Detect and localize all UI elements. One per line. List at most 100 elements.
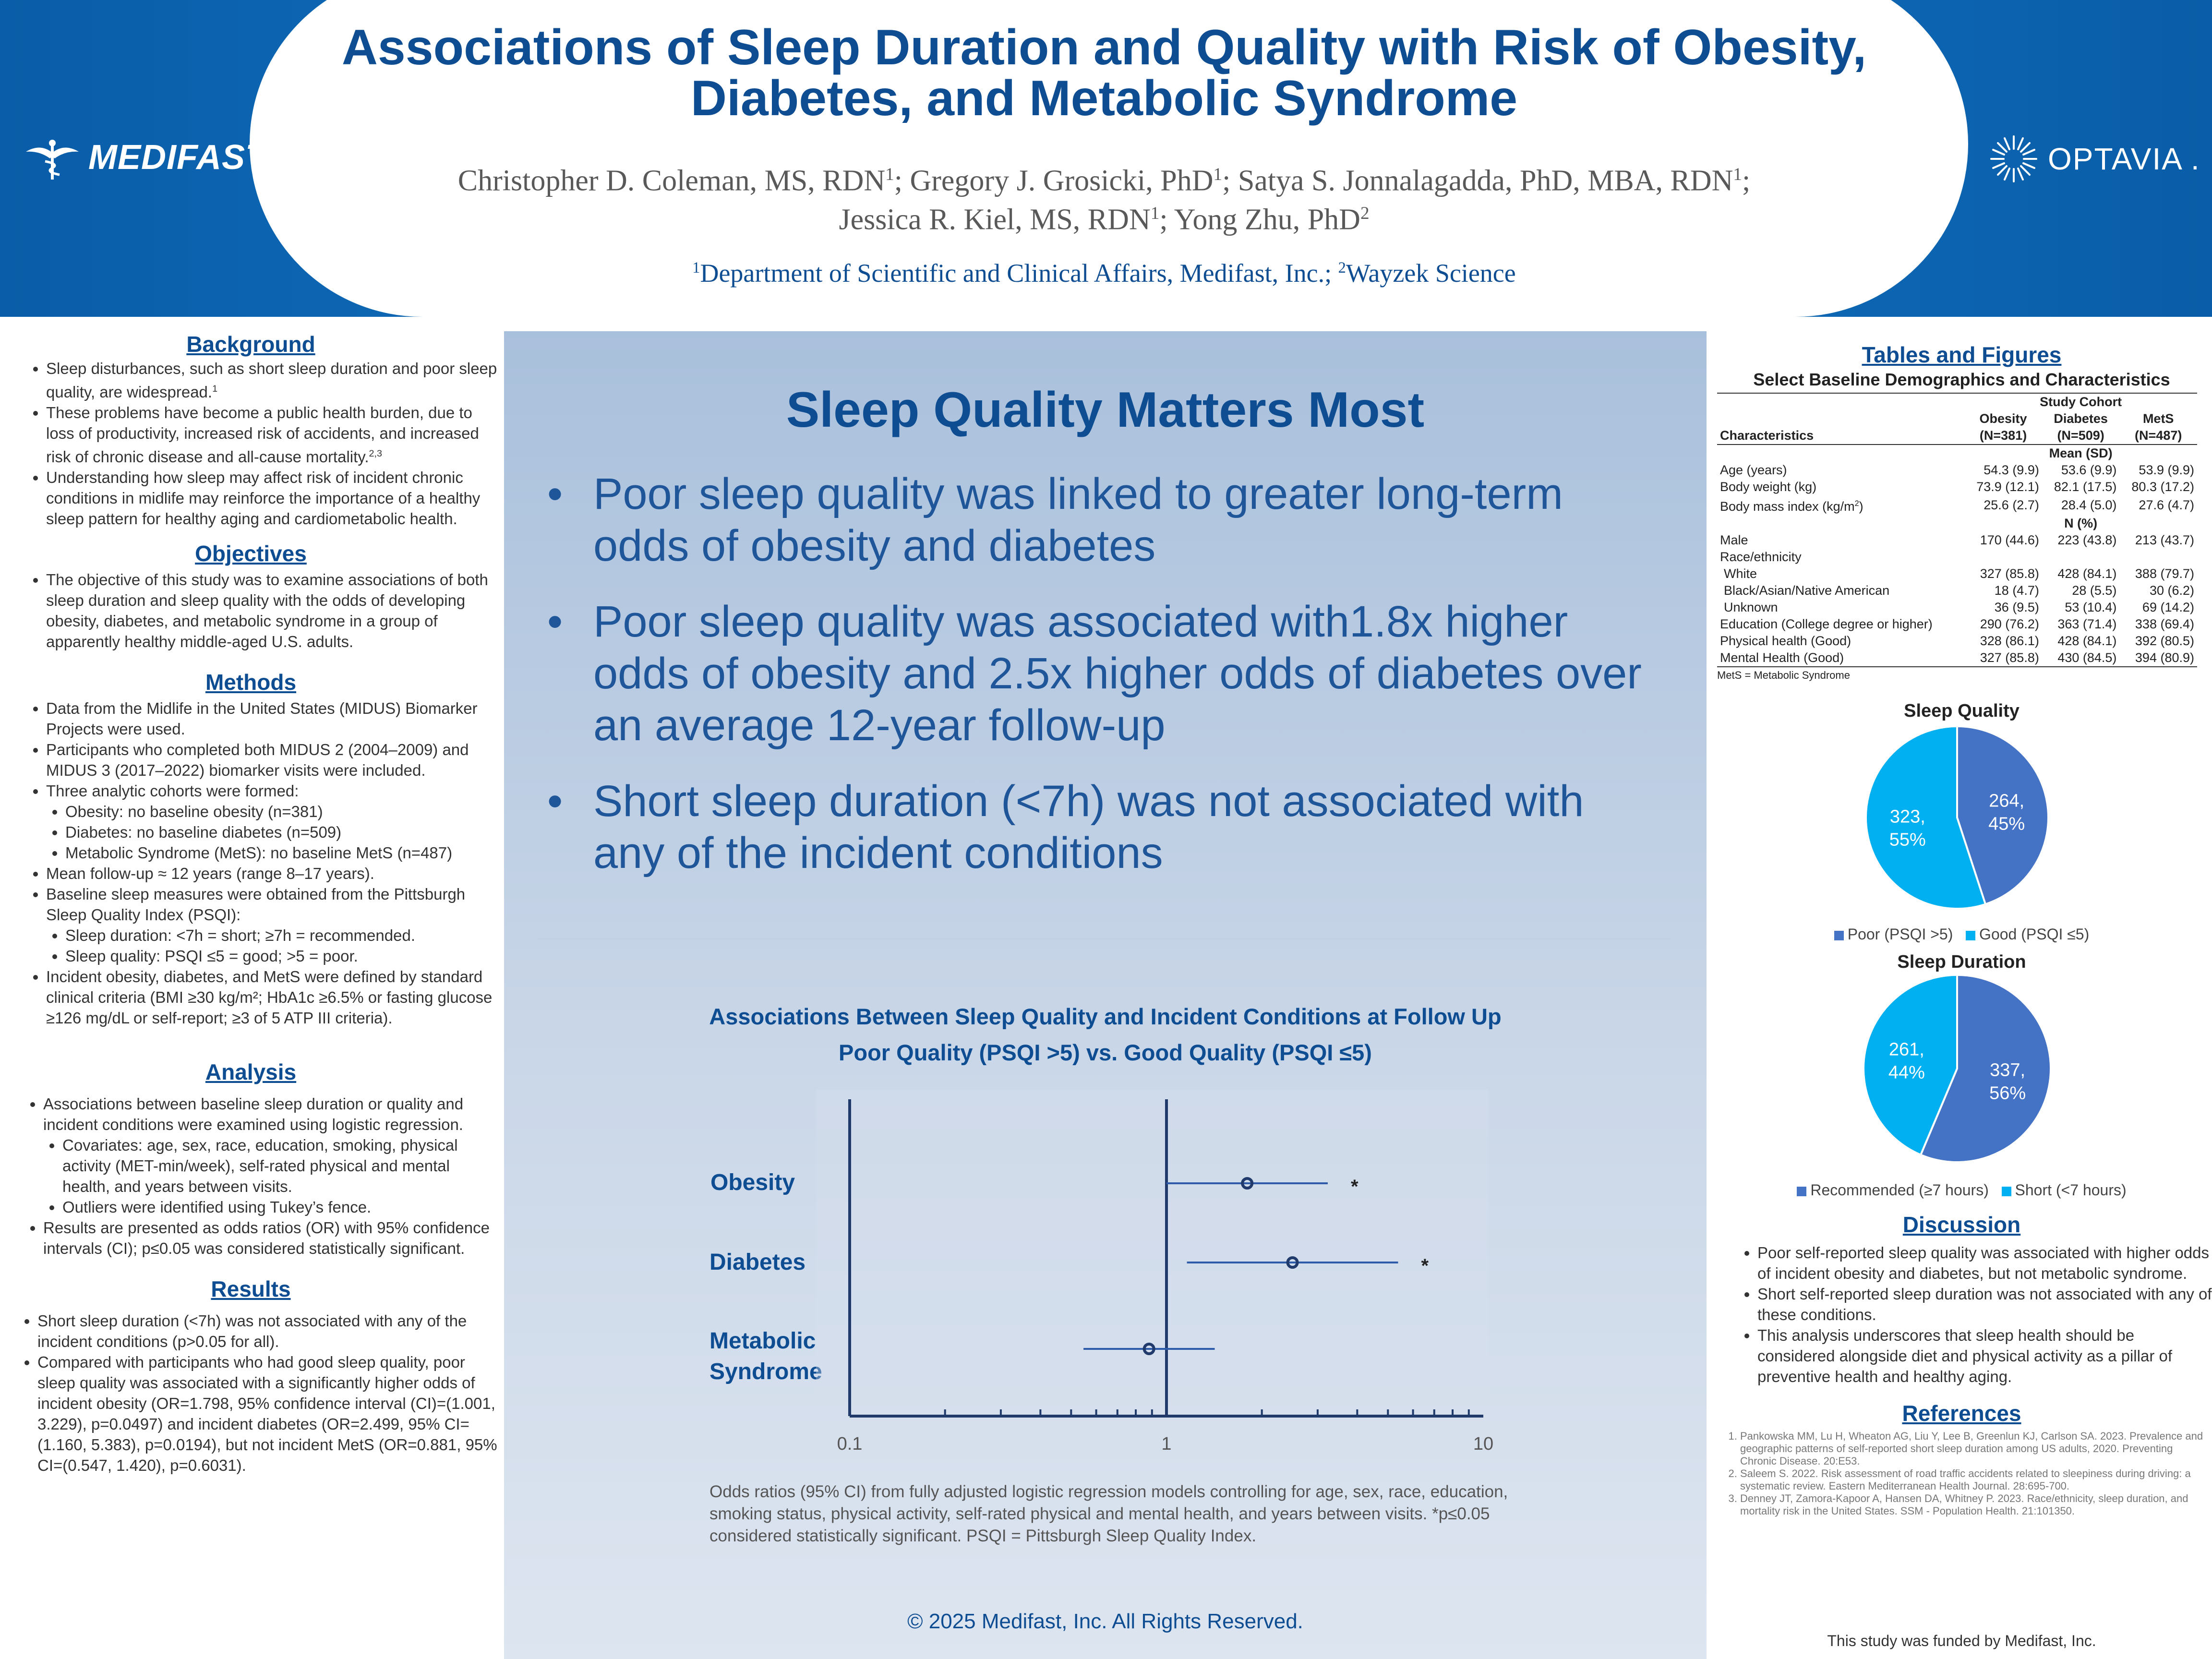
results-list: Short sleep duration (<7h) was not assoc…: [0, 1310, 502, 1476]
table-cell: 388 (79.7): [2119, 565, 2197, 582]
forest-plot: 0.1 1 10 **: [816, 1090, 1517, 1474]
author-sep: ;: [894, 165, 910, 197]
objectives-heading: Objectives: [0, 541, 502, 566]
table-row: N (%): [1717, 515, 2197, 532]
table-header: (N=381): [1964, 427, 2042, 445]
affil-sup: 1: [692, 259, 700, 276]
table-cell: 338 (69.4): [2119, 616, 2197, 633]
table-cell: 363 (71.4): [2042, 616, 2120, 633]
key-findings-list: Poor sleep quality was linked to greater…: [547, 468, 1651, 903]
table-row: White 327 (85.8) 428 (84.1) 388 (79.7): [1717, 565, 2197, 582]
table-header: MetS: [2119, 410, 2197, 427]
significance-marker: *: [1351, 1176, 1358, 1197]
demographics-table: Study Cohort Obesity Diabetes MetS Chara…: [1717, 393, 2197, 666]
objectives-list: The objective of this study was to exami…: [0, 569, 502, 652]
bmi-label-end: ): [1859, 499, 1863, 514]
pie-value-label: 264,: [1989, 791, 2024, 811]
methods-heading: Methods: [0, 669, 502, 695]
optavia-logo-mark: .: [2191, 141, 2200, 177]
x-tick-label: 10: [1473, 1434, 1493, 1454]
table-cell: 53.6 (9.9): [2042, 462, 2120, 479]
table-row: Obesity Diabetes MetS: [1717, 410, 2197, 427]
x-tick-label: 0.1: [837, 1434, 863, 1454]
forest-label-diabetes: Diabetes: [709, 1247, 805, 1278]
right-column: Tables and Figures Select Baseline Demog…: [1711, 331, 2212, 1517]
table-cell: 36 (9.5): [1964, 599, 2042, 616]
left-column: Background Sleep disturbances, such as s…: [0, 331, 502, 1476]
reference-item: Pankowska MM, Lu H, Wheaton AG, Liu Y, L…: [1740, 1430, 2212, 1467]
table-cell: [1964, 549, 2042, 565]
copyright: © 2025 Medifast, Inc. All Rights Reserve…: [504, 1610, 1707, 1634]
table-cell: 223 (43.8): [2042, 532, 2120, 549]
author-list: Christopher D. Coleman, MS, RDN1; Gregor…: [336, 158, 1872, 236]
pie-title-duration: Sleep Duration: [1711, 952, 2212, 973]
table-cell: 28.4 (5.0): [2042, 495, 2120, 515]
affil-text: Department of Scientific and Clinical Af…: [700, 259, 1338, 288]
table-cell: [1717, 515, 1964, 532]
list-item: Results are presented as odds ratios (OR…: [43, 1217, 502, 1259]
forest-label-mets: Metabolic Syndrome: [709, 1326, 822, 1387]
reference-item: Denney JT, Zamora-Kapoor A, Hansen DA, W…: [1740, 1492, 2212, 1517]
table-cell: Education (College degree or higher): [1717, 616, 1964, 633]
table-cell: 53.9 (9.9): [2119, 462, 2197, 479]
table-header: [1717, 410, 1964, 427]
funding-note: This study was funded by Medifast, Inc.: [1711, 1632, 2212, 1650]
methods-section: Methods Data from the Midlife in the Uni…: [0, 669, 502, 1028]
methods-list: Data from the Midlife in the United Stat…: [0, 698, 502, 1028]
list-item: Participants who completed both MIDUS 2 …: [46, 739, 502, 781]
list-item: Baseline sleep measures were obtained fr…: [46, 884, 502, 966]
forest-plot-subtitle: Poor Quality (PSQI >5) vs. Good Quality …: [504, 1039, 1707, 1066]
sleep-duration-pie: 337, 56% 261, 44%: [1711, 973, 2212, 1179]
table-cell: [2042, 549, 2120, 565]
reference-item: Saleem S. 2022. Risk assessment of road …: [1740, 1467, 2212, 1492]
optavia-logo: OPTAVIA.: [1987, 132, 2200, 185]
author-name: Gregory J. Grosicki, PhD: [910, 165, 1213, 197]
center-headline: Sleep Quality Matters Most: [504, 382, 1707, 439]
table-header: Obesity: [1964, 410, 2042, 427]
analysis-list: Associations between baseline sleep dura…: [0, 1094, 502, 1259]
table-cell: Male: [1717, 532, 1964, 549]
table-cell: 69 (14.2): [2119, 599, 2197, 616]
table-cell: 27.6 (4.7): [2119, 495, 2197, 515]
table-cell: White: [1717, 565, 1964, 582]
table-cell: Age (years): [1717, 462, 1964, 479]
legend-label: Good (PSQI ≤5): [1979, 926, 2089, 943]
legend-swatch: [1797, 1187, 1806, 1196]
x-tick-label: 1: [1161, 1434, 1171, 1454]
references-list: Pankowska MM, Lu H, Wheaton AG, Liu Y, L…: [1711, 1430, 2212, 1517]
table-cell: [1717, 445, 1964, 462]
table-row: Mental Health (Good) 327 (85.8) 430 (84.5)…: [1717, 649, 2197, 666]
sublist: Sleep duration: <7h = short; ≥7h = recom…: [46, 925, 502, 966]
forest-label-obesity: Obesity: [710, 1167, 795, 1198]
list-item: Incident obesity, diabetes, and MetS wer…: [46, 966, 502, 1028]
sublist-item: Diabetes: no baseline diabetes (n=509): [65, 822, 502, 842]
sublist-item: Sleep duration: <7h = short; ≥7h = recom…: [65, 925, 502, 946]
sublist-item: Covariates: age, sex, race, education, s…: [62, 1135, 502, 1197]
author-name: Jessica R. Kiel, MS, RDN: [839, 203, 1150, 236]
author-affil: 1: [1213, 165, 1222, 184]
title-line-2: Diabetes, and Metabolic Syndrome: [269, 73, 1939, 124]
caduceus-icon: [21, 133, 84, 181]
author-sep: ;: [1159, 203, 1174, 236]
table-cell: Body mass index (kg/m2): [1717, 495, 1964, 515]
list-item: Sleep disturbances, such as short sleep …: [46, 358, 502, 402]
pie-percent-label: 56%: [1989, 1083, 2026, 1103]
key-finding: Poor sleep quality was associated with1.…: [547, 596, 1651, 751]
list-item: This analysis underscores that sleep hea…: [1757, 1325, 2212, 1387]
table-header: Characteristics: [1717, 427, 1964, 445]
table-cell: 18 (4.7): [1964, 582, 2042, 599]
results-heading: Results: [0, 1276, 502, 1302]
table-subheader: Mean (SD): [1964, 445, 2197, 462]
table-row: Characteristics (N=381) (N=509) (N=487): [1717, 427, 2197, 445]
author-sep: ;: [1222, 165, 1238, 197]
table-header: (N=509): [2042, 427, 2120, 445]
legend-swatch: [1834, 931, 1844, 940]
tables-figures-heading: Tables and Figures: [1711, 342, 2212, 368]
n-rows: Male 170 (44.6) 223 (43.8) 213 (43.7) Race/e…: [1717, 532, 2197, 666]
bmi-label: Body mass index (kg/m: [1720, 499, 1855, 514]
table-header: [1717, 393, 1964, 410]
sublist-item: Metabolic Syndrome (MetS): no baseline M…: [65, 842, 502, 863]
pie-slices: 337,56%261,44%: [1863, 975, 2051, 1162]
medifast-logo: MEDIFAST.: [21, 133, 282, 181]
table-cell: Body weight (kg): [1717, 479, 1964, 495]
